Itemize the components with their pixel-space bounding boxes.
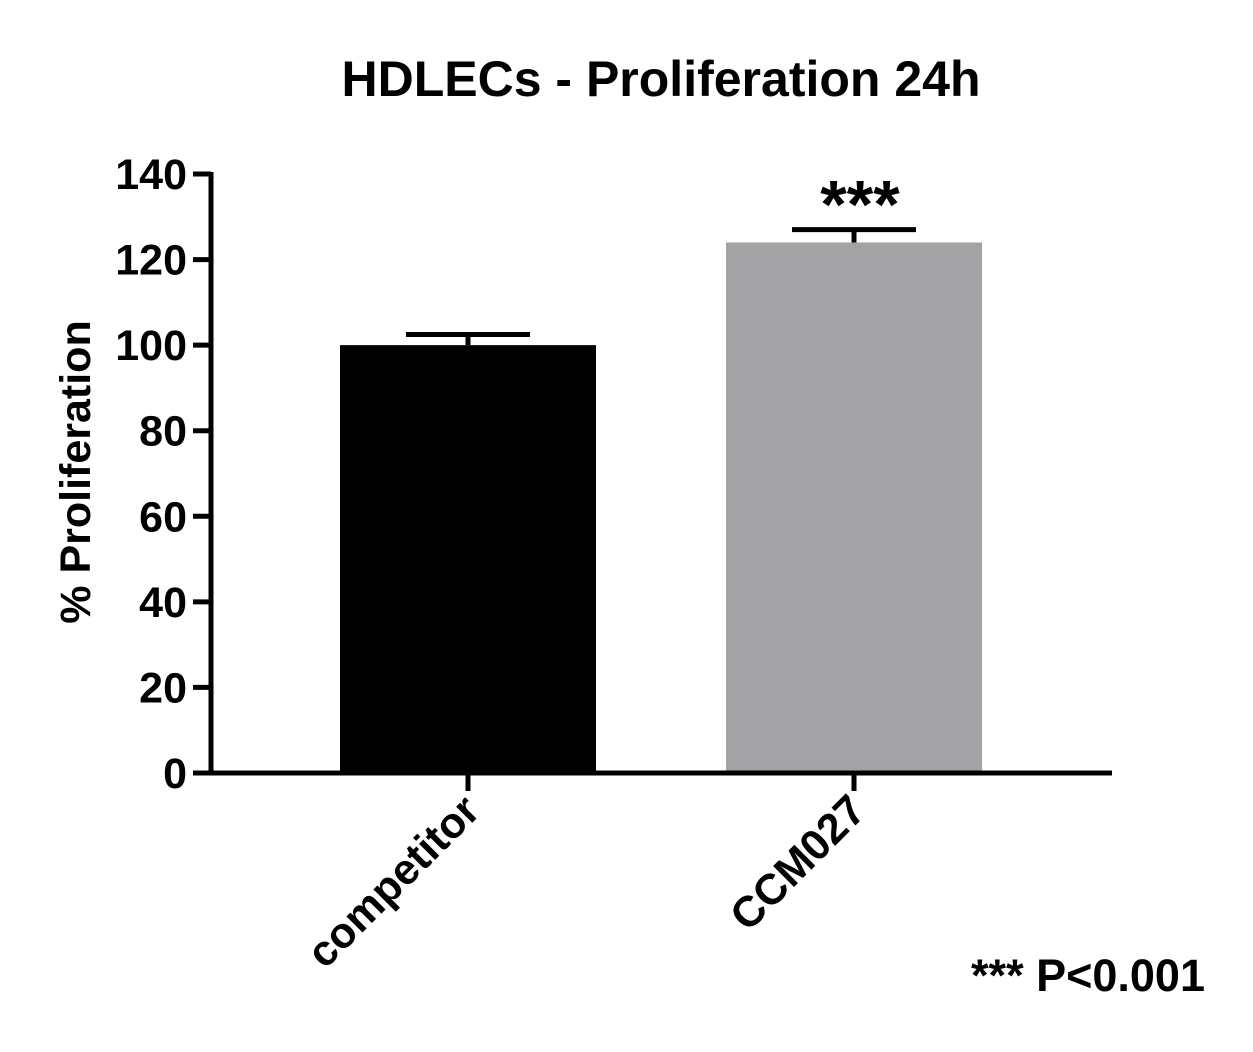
- y-tick-label: 120: [115, 237, 187, 285]
- x-tick-label: CCM027: [721, 786, 875, 940]
- y-tick-label: 100: [115, 322, 187, 370]
- y-tick-label: 40: [139, 579, 187, 627]
- significance-marker: ***: [820, 167, 900, 243]
- plot-area: competitor *** CCM027 0 20 40 60 80 100 120 140: [115, 151, 1112, 977]
- bar-ccm027: [726, 242, 982, 773]
- y-tick-label: 20: [139, 664, 187, 712]
- significance-footnote: *** P<0.001: [971, 950, 1205, 1001]
- chart-title: HDLECs - Proliferation 24h: [342, 51, 981, 107]
- y-tick-label: 60: [139, 493, 187, 541]
- y-axis-label: % Proliferation: [52, 320, 100, 623]
- y-tick-label: 140: [115, 151, 187, 199]
- x-tick-label: competitor: [298, 786, 489, 977]
- y-tick-label: 80: [139, 408, 187, 456]
- bar-competitor: [340, 345, 596, 773]
- y-tick-label: 0: [163, 750, 187, 798]
